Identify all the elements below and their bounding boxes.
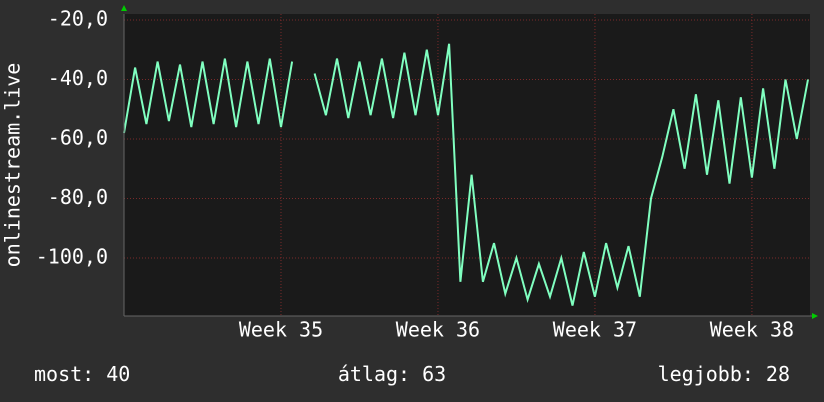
stat-value: 28 <box>766 362 790 386</box>
y-tick-label: -80,0 <box>48 185 108 209</box>
y-tick-label: -40,0 <box>48 66 108 90</box>
stat-label: legjobb: <box>658 362 754 386</box>
plot-area <box>124 14 810 316</box>
data-line <box>123 43 809 306</box>
stat: átlag: 63 <box>338 362 446 386</box>
y-tick-label: -60,0 <box>48 125 108 149</box>
x-tick-label: Week 38 <box>710 318 794 342</box>
stat-value: 63 <box>422 362 446 386</box>
stat-label: most: <box>34 362 94 386</box>
stat: legjobb: 28 <box>658 362 790 386</box>
y-axis-label: onlinestream.live <box>1 63 25 268</box>
x-tick-label: Week 35 <box>239 318 323 342</box>
x-tick-label: Week 37 <box>553 318 637 342</box>
y-tick-label: -20,0 <box>48 6 108 30</box>
axis-arrow <box>121 5 127 11</box>
axis-arrow <box>812 313 818 319</box>
stat-label: átlag: <box>338 362 410 386</box>
x-tick-label: Week 36 <box>396 318 480 342</box>
y-tick-label: -100,0 <box>36 244 108 268</box>
stat-value: 40 <box>106 362 130 386</box>
stat: most: 40 <box>34 362 130 386</box>
